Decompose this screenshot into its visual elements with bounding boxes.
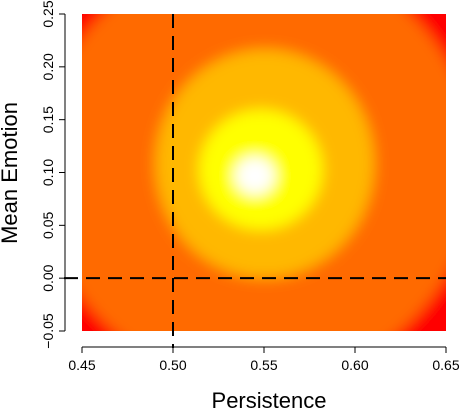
y-axis-ticks: −0.05 0.00 0.05 0.10 0.15 0.20 0.25	[40, 0, 65, 349]
y-axis-label: Mean Emotion	[0, 102, 22, 244]
x-tick-label: 0.55	[250, 357, 277, 373]
y-tick-label: 0.10	[40, 159, 56, 186]
y-tick-label: 0.25	[40, 0, 56, 27]
x-tick-label: 0.60	[341, 357, 368, 373]
x-tick-label: 0.50	[159, 357, 186, 373]
y-tick-label: −0.05	[40, 313, 56, 349]
x-axis-label: Persistence	[212, 388, 327, 410]
y-tick-label: 0.20	[40, 53, 56, 80]
y-tick-label: 0.05	[40, 211, 56, 238]
heatmap-surface	[39, 0, 474, 383]
x-axis-ticks: 0.45 0.50 0.55 0.60 0.65	[68, 347, 459, 373]
x-tick-label: 0.45	[68, 357, 95, 373]
x-tick-label: 0.65	[432, 357, 459, 373]
y-tick-label: 0.15	[40, 106, 56, 133]
heatmap-level-4	[235, 157, 275, 195]
y-tick-label: 0.00	[40, 264, 56, 291]
